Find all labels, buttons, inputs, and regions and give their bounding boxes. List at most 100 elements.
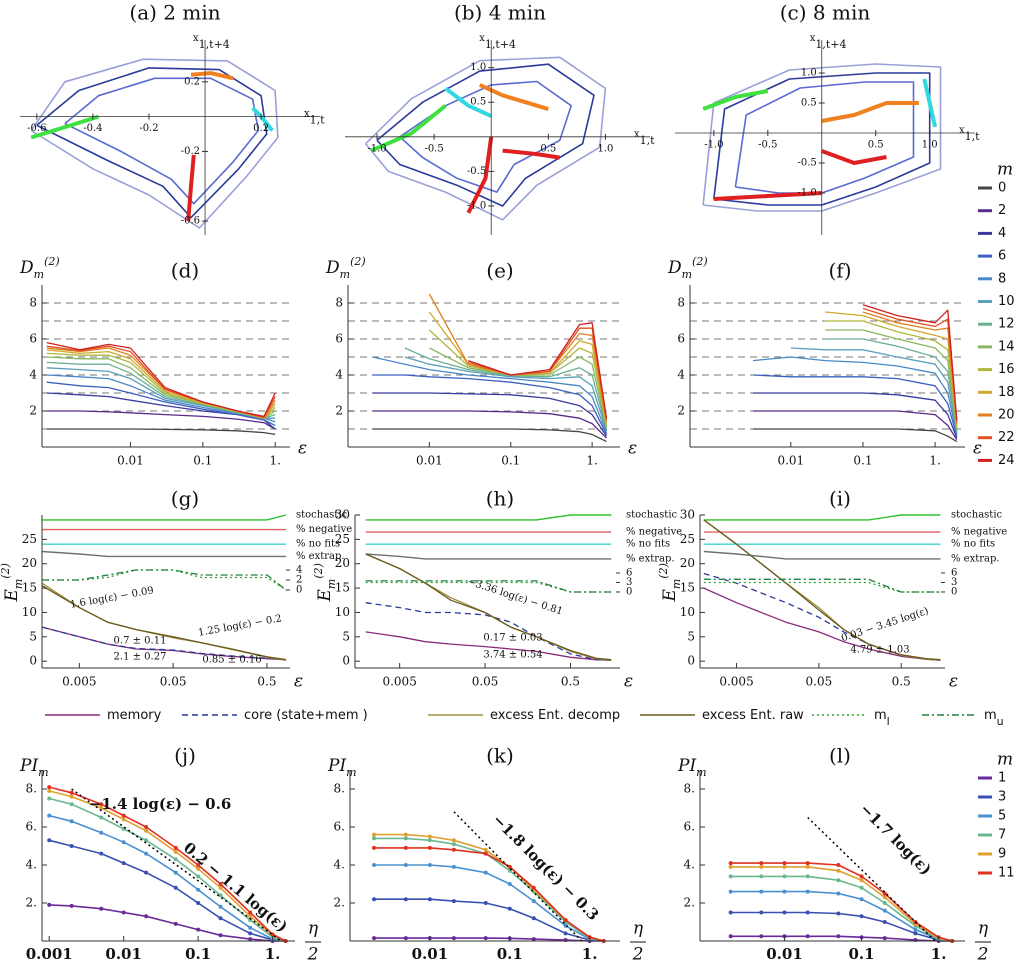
point — [531, 899, 536, 904]
point — [173, 857, 178, 862]
series-line — [46, 410, 276, 430]
legend-label: 1 — [998, 771, 1006, 786]
legend-title: m — [997, 750, 1013, 770]
band-line — [365, 553, 612, 560]
legend-label-part: excess Ent. decomp — [490, 708, 620, 723]
point — [173, 845, 178, 850]
point — [759, 889, 764, 894]
y-axis-label: Em(2) — [312, 563, 338, 602]
band-label: stochastic — [626, 510, 678, 521]
y-axis-label-part: m — [325, 579, 338, 589]
y-axis-label-part: D — [19, 258, 34, 278]
plot-area — [703, 514, 941, 661]
y-tick-label: 8 — [29, 296, 37, 310]
point — [483, 851, 488, 856]
plot-area — [372, 811, 606, 943]
band-label: stochastic — [951, 510, 1003, 521]
x-axis-label: x1,t — [959, 125, 980, 143]
point — [248, 931, 253, 936]
point — [782, 861, 787, 866]
point — [69, 794, 74, 799]
point — [99, 815, 104, 820]
y-axis-label-part: 1,t+4 — [485, 38, 516, 51]
point — [859, 874, 864, 879]
series-line — [790, 347, 958, 433]
x-axis-label: η — [978, 919, 989, 939]
legend-label: 8 — [998, 271, 1006, 286]
legend-label: 18 — [998, 385, 1015, 400]
point — [836, 934, 841, 939]
point — [69, 844, 74, 848]
series-line — [365, 602, 612, 661]
y-tick-label: 0.2 — [184, 76, 200, 87]
y-tick-label: 5 — [29, 629, 37, 643]
panel-title: (j) — [174, 744, 196, 768]
point — [144, 838, 149, 843]
y-tick-label: 0.5 — [801, 98, 817, 109]
trajectory — [399, 80, 572, 193]
band-label: % negative — [626, 527, 682, 538]
band-label: % extrap. — [626, 553, 675, 564]
x-tick-label: 0.01 — [117, 454, 144, 468]
point — [427, 834, 432, 839]
y-axis-label-part: m — [38, 766, 48, 779]
legend-label: 0 — [998, 181, 1006, 196]
point — [372, 936, 377, 941]
point — [196, 927, 201, 932]
point — [882, 901, 887, 905]
series-line — [372, 410, 607, 439]
annotation: 0.03 − 3.45 log(ε) — [840, 606, 930, 645]
x-axis-label-den: 2 — [977, 945, 989, 965]
trajectory — [821, 101, 919, 123]
point — [121, 910, 126, 915]
series-line — [365, 553, 612, 661]
y-axis-label: Dm(2) — [325, 255, 366, 281]
point — [728, 934, 733, 939]
point — [218, 885, 223, 890]
point — [451, 842, 456, 847]
point — [47, 796, 52, 801]
point — [173, 921, 178, 926]
point — [483, 936, 488, 941]
y-tick-label: 4 — [29, 368, 37, 382]
series-line — [730, 862, 953, 942]
x-tick-label: 0.001 — [26, 945, 73, 963]
point — [144, 828, 149, 833]
legend-label: 22 — [998, 430, 1015, 445]
trajectory — [734, 81, 915, 194]
point — [728, 861, 733, 866]
x-tick-label: 1. — [582, 945, 598, 963]
x-axis-label: ε — [973, 439, 982, 459]
series-line — [374, 837, 604, 942]
y-tick-label: 15 — [680, 581, 695, 595]
panel-title: (d) — [171, 259, 199, 283]
y-tick-label: -0.6 — [181, 216, 200, 227]
y-axis-label-part: m — [12, 579, 25, 589]
point — [759, 861, 764, 866]
y-tick-label: 2 — [29, 404, 37, 418]
band-label: stochastic — [296, 510, 348, 521]
band-line — [365, 514, 612, 521]
plot-area — [728, 816, 955, 943]
legend-label: 6 — [998, 249, 1006, 264]
series-line — [753, 356, 958, 435]
series-line — [862, 304, 958, 421]
plot-area — [364, 56, 607, 221]
y-tick-label: 8. — [334, 782, 345, 796]
annotation: 0.7 ± 0.11 — [114, 636, 167, 647]
x-tick-label: -0.5 — [758, 140, 777, 151]
x-tick-label: 0.5 — [561, 675, 580, 689]
series-line — [825, 329, 958, 430]
point — [372, 863, 377, 867]
point — [372, 897, 377, 902]
y-tick-label: 4 — [335, 368, 343, 382]
panel-title: (f) — [828, 259, 851, 283]
band-label: % extrap. — [296, 551, 345, 562]
trajectory — [466, 136, 494, 214]
y2-tick-label: 6 — [626, 567, 632, 578]
x-axis-label: ε — [294, 672, 303, 692]
point — [69, 903, 74, 908]
y-axis-label: x1,t+4 — [479, 33, 516, 51]
annotation: 0.17 ± 0.03 — [483, 633, 542, 644]
